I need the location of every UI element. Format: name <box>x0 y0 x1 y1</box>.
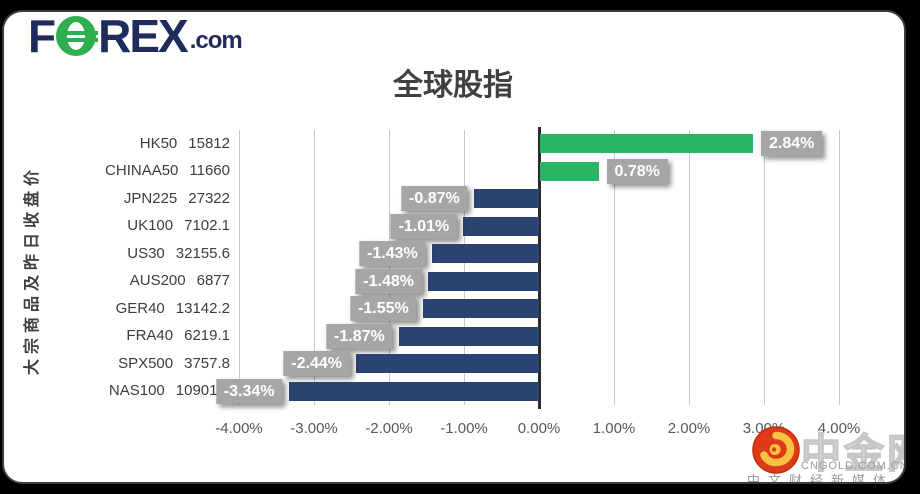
forex-logo-text-f: F <box>28 10 56 62</box>
data-label: -1.55% <box>350 296 417 322</box>
category-label: GER40 13142.2 <box>40 300 230 318</box>
category-close-price: 6219.1 <box>184 327 230 345</box>
chart-title: 全球股指 <box>393 69 513 102</box>
bar-jpn225 <box>473 189 539 209</box>
bar-nas100 <box>288 381 539 401</box>
category-label: SPX500 3757.8 <box>40 355 230 373</box>
data-label: -3.34% <box>215 378 283 404</box>
zero-axis-line <box>538 127 541 409</box>
category-name: HK50 <box>139 134 178 152</box>
cngold-logo-icon <box>752 426 800 474</box>
cngold-tagline: 中文财经新媒体 <box>747 473 895 484</box>
category-label: HK50 15812 <box>40 135 230 153</box>
gridline <box>764 130 765 405</box>
bar-us30 <box>431 244 539 264</box>
category-close-price: 3757.8 <box>184 354 230 372</box>
bar-chinaa50 <box>540 161 599 181</box>
category-name: GER40 <box>115 299 165 317</box>
category-label: CHINAA50 11660 <box>40 162 230 180</box>
x-axis-tick-label: -3.00% <box>290 420 338 437</box>
category-close-price: 11660 <box>189 162 230 180</box>
category-close-price: 27322 <box>188 189 230 207</box>
x-axis-tick-label: -2.00% <box>365 420 413 437</box>
category-name: CHINAA50 <box>105 162 179 180</box>
category-label: US30 32155.6 <box>40 245 230 263</box>
category-label: NAS100 10901.6 <box>40 382 230 400</box>
forex-logo-text-rex: REX <box>98 10 189 62</box>
gridline <box>839 130 840 405</box>
bar-hk50 <box>540 134 753 154</box>
data-label: -1.43% <box>359 241 426 267</box>
forex-logo-com: .com <box>189 27 243 54</box>
category-name: FRA40 <box>126 327 174 345</box>
bar-ger40 <box>422 299 539 319</box>
category-name: JPN225 <box>123 189 178 207</box>
data-label: -1.48% <box>355 268 422 294</box>
category-label: AUS200 6877 <box>40 272 230 290</box>
cngold-domain: CNGOLD.COM.CN <box>801 460 906 472</box>
bar-uk100 <box>463 216 539 236</box>
category-close-price: 6877 <box>196 272 230 290</box>
data-label: -1.01% <box>390 213 458 239</box>
data-label: -1.87% <box>326 323 393 349</box>
chart-content: F REX .com 全球股指 大宗商品及昨日收盘价 -4.00% -3.00% -… <box>4 10 906 484</box>
data-label: 0.78% <box>606 158 668 184</box>
forex-logo-o-icon <box>56 16 99 56</box>
x-axis-tick-label: 1.00% <box>592 420 636 437</box>
category-close-price: 13142.2 <box>175 299 230 317</box>
x-axis-tick-label: 4.00% <box>817 420 861 437</box>
chart-card: F REX .com 全球股指 大宗商品及昨日收盘价 -4.00% -3.00% -… <box>2 10 906 484</box>
x-axis-tick-label: -1.00% <box>440 420 488 437</box>
bar-fra40 <box>398 326 539 346</box>
bar-spx500 <box>356 354 539 374</box>
category-close-price: 32155.6 <box>175 244 230 262</box>
gridline <box>689 130 690 405</box>
x-axis-tick-label: 0.00% <box>517 420 561 437</box>
category-label: FRA40 6219.1 <box>40 327 230 345</box>
category-name: UK100 <box>127 217 174 235</box>
bar-aus200 <box>428 271 539 291</box>
category-label: UK100 7102.1 <box>40 217 230 235</box>
gridline <box>464 130 465 405</box>
gridline <box>239 130 240 405</box>
category-name: AUS200 <box>129 272 186 290</box>
gridline <box>614 130 615 405</box>
category-close-price: 7102.1 <box>184 217 230 235</box>
category-close-price: 15812 <box>188 134 230 152</box>
forex-logo: F REX .com <box>28 10 243 62</box>
x-axis-tick-label: 2.00% <box>667 420 711 437</box>
category-name: SPX500 <box>118 354 174 372</box>
category-label: JPN225 27322 <box>40 190 230 208</box>
category-name: NAS100 <box>108 382 165 400</box>
y-axis-title: 大宗商品及昨日收盘价 <box>24 164 41 376</box>
x-axis-tick-label: -4.00% <box>215 420 263 437</box>
gridline <box>389 130 390 405</box>
gridline <box>314 130 315 405</box>
data-label: 2.84% <box>761 131 823 157</box>
data-label: -0.87% <box>401 186 468 212</box>
data-label: -2.44% <box>283 351 350 377</box>
category-name: US30 <box>127 244 165 262</box>
cngold-site-name: 中金网 <box>800 431 904 477</box>
